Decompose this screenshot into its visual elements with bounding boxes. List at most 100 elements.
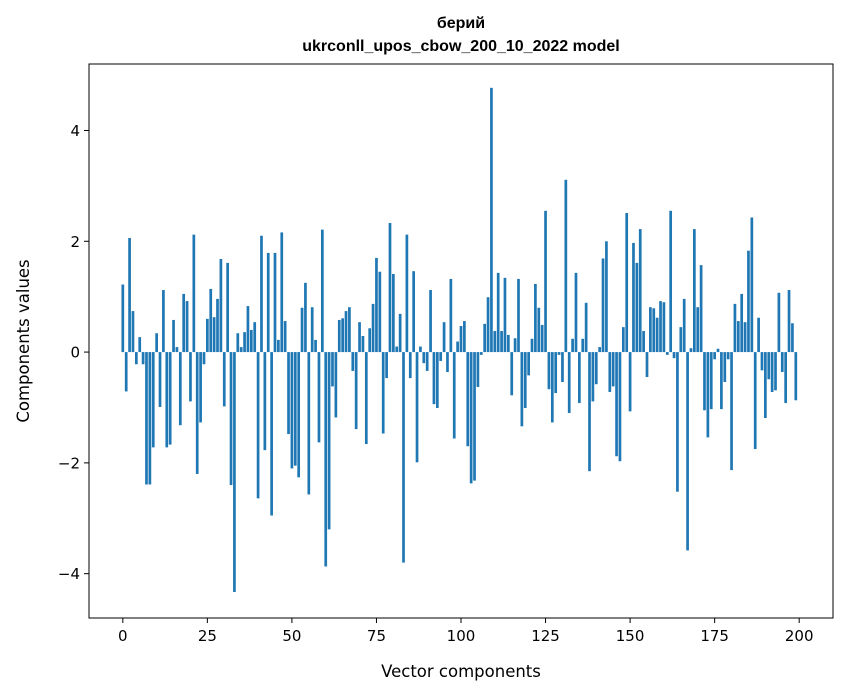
bar-138	[588, 352, 591, 472]
bar-163	[672, 352, 676, 359]
bar-68	[351, 352, 355, 371]
bar-6	[141, 352, 145, 365]
bar-13	[165, 352, 169, 448]
bar-149	[625, 213, 629, 353]
bar-39	[253, 322, 257, 353]
bar-109	[490, 87, 493, 353]
bar-19	[185, 301, 189, 353]
bar-178	[723, 352, 727, 382]
bar-48	[283, 321, 287, 353]
bar-60	[324, 352, 328, 567]
bar-49	[287, 352, 290, 435]
bar-112	[500, 331, 503, 353]
bar-32	[229, 352, 233, 486]
x-tick-label: 100	[447, 627, 476, 645]
bar-43	[266, 252, 270, 353]
bar-1	[124, 352, 128, 392]
bar-122	[534, 283, 537, 353]
bar-21	[192, 234, 196, 353]
bar-75	[375, 257, 378, 353]
bar-191	[767, 352, 771, 380]
bar-141	[598, 347, 602, 353]
bar-22	[195, 352, 199, 474]
bar-175	[713, 352, 716, 360]
bar-135	[578, 352, 581, 404]
bar-195	[780, 352, 784, 373]
bar-61	[327, 352, 331, 530]
bar-110	[493, 331, 497, 353]
x-tick-label: 150	[616, 627, 645, 645]
bar-176	[716, 348, 720, 353]
bar-14	[168, 352, 172, 445]
bar-127	[550, 352, 554, 423]
bar-111	[496, 272, 500, 353]
bar-98	[452, 352, 456, 439]
bars-group	[121, 87, 798, 592]
bar-126	[547, 352, 551, 390]
bar-104	[473, 352, 476, 481]
bar-56	[310, 307, 314, 353]
bar-155	[645, 352, 649, 378]
bar-25	[206, 318, 209, 353]
bar-57	[314, 339, 317, 353]
bar-194	[777, 292, 781, 353]
bar-124	[540, 324, 544, 353]
bar-150	[628, 352, 632, 412]
x-tick-label: 75	[367, 627, 386, 645]
bar-134	[574, 272, 578, 353]
bar-121	[530, 338, 534, 353]
bar-158	[655, 317, 659, 353]
bar-128	[554, 352, 558, 394]
bar-187	[753, 352, 757, 450]
bar-184	[743, 322, 747, 353]
bar-87	[415, 352, 419, 463]
bar-173	[706, 352, 710, 438]
bar-7	[145, 352, 148, 485]
bar-5	[138, 337, 142, 353]
bar-77	[381, 352, 385, 434]
bar-166	[682, 298, 686, 353]
bar-165	[679, 327, 683, 353]
bar-142	[601, 258, 605, 353]
bar-69	[354, 352, 358, 430]
bar-146	[615, 352, 618, 457]
bar-26	[209, 288, 213, 353]
bar-154	[642, 331, 645, 353]
bar-93	[435, 352, 439, 409]
bar-37	[246, 306, 250, 353]
bar-108	[486, 297, 490, 353]
bar-51	[293, 352, 297, 466]
bar-148	[621, 327, 625, 353]
bar-34	[236, 333, 240, 353]
bar-180	[730, 352, 733, 471]
bar-115	[510, 352, 514, 396]
bar-118	[520, 352, 524, 427]
bar-47	[280, 232, 284, 353]
x-tick-label: 125	[531, 627, 560, 645]
bar-167	[686, 352, 689, 551]
bar-72	[364, 352, 368, 445]
bar-129	[557, 352, 561, 355]
bar-156	[649, 307, 652, 353]
bar-66	[344, 311, 348, 353]
bar-85	[408, 352, 412, 379]
bar-143	[605, 241, 608, 353]
bar-100	[459, 326, 463, 353]
y-tick-label: −2	[58, 454, 80, 472]
bar-177	[720, 352, 723, 410]
bar-36	[243, 332, 246, 353]
bar-40	[256, 352, 260, 499]
bar-23	[199, 352, 202, 423]
bar-170	[696, 307, 700, 353]
bar-160	[662, 302, 666, 353]
bar-181	[733, 303, 737, 353]
bar-83	[402, 352, 405, 563]
x-tick-label: 50	[282, 627, 301, 645]
bar-53	[300, 307, 304, 353]
bar-105	[476, 352, 480, 387]
x-tick-label: 0	[118, 627, 128, 645]
bar-45	[273, 252, 277, 353]
bar-30	[222, 352, 226, 407]
y-tick-label: 2	[70, 233, 80, 251]
bar-147	[618, 352, 622, 462]
